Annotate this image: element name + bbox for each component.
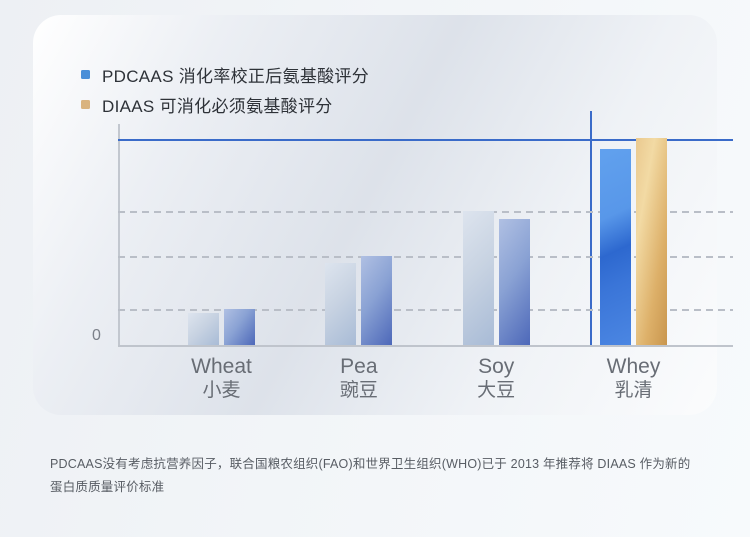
bar-group-pea (325, 256, 393, 345)
dashed-gridline (118, 256, 733, 259)
footnote: PDCAAS没有考虑抗营养因子，联合国粮农组织(FAO)和世界卫生组织(WHO)… (50, 457, 691, 494)
bar-pdcaas-wheat (188, 313, 219, 345)
bar-group-soy (462, 211, 530, 345)
legend-item-pdcaas: PDCAAS 消化率校正后氨基酸评分 (81, 59, 369, 89)
legend-item-diaas: DIAAS 可消化必须氨基酸评分 (81, 89, 369, 119)
category-label-zh: 小麦 (202, 380, 241, 402)
category-label-zh: 大豆 (477, 380, 516, 402)
bar-diaas-wheat (224, 309, 255, 345)
bar-pdcaas-whey (599, 149, 631, 345)
category-label-zh: 豌豆 (339, 380, 378, 402)
y-axis-zero-label: 0 (92, 327, 101, 344)
bar-pdcaas-pea (325, 263, 357, 345)
dashed-gridline (118, 211, 733, 213)
bar-group-whey (599, 138, 667, 345)
category-label-en: Pea (340, 355, 378, 378)
dashed-gridline (118, 308, 733, 311)
reference-line-100 (118, 139, 733, 141)
legend-label-diaas: DIAAS 可消化必须氨基酸评分 (102, 96, 333, 116)
category-label-zh: 乳清 (614, 380, 653, 402)
bar-diaas-whey (635, 138, 667, 345)
legend-marker-diaas (81, 99, 90, 109)
legend-marker-pdcaas (81, 69, 90, 79)
category-label-soy: Soy 大豆 (463, 355, 530, 403)
category-labels-row: Wheat 小麦 Pea 豌豆 Soy 大豆 Whey 乳清 (188, 355, 667, 403)
bar-pdcaas-soy (462, 211, 494, 345)
bar-diaas-soy (498, 219, 530, 345)
category-label-en: Whey (606, 355, 661, 378)
category-label-whey: Whey 乳清 (600, 355, 667, 403)
category-label-en: Wheat (191, 355, 252, 378)
plot-area: 0 Wheat 小麦 Pea 豌豆 Soy 大豆 Whey 乳清 (92, 111, 733, 401)
bar-diaas-pea (361, 256, 393, 345)
category-label-pea: Pea 豌豆 (325, 355, 392, 403)
chart-card: PDCAAS 消化率校正后氨基酸评分 DIAAS 可消化必须氨基酸评分 0 Whe… (33, 15, 733, 415)
legend-label-pdcaas: PDCAAS 消化率校正后氨基酸评分 (102, 66, 370, 86)
bars-row (188, 111, 667, 345)
x-axis-line (118, 345, 733, 347)
whey-highlight-vline (590, 111, 592, 345)
category-label-wheat: Wheat 小麦 (188, 355, 255, 403)
y-axis-line (118, 124, 120, 345)
chart-legend: PDCAAS 消化率校正后氨基酸评分 DIAAS 可消化必须氨基酸评分 (81, 59, 369, 119)
category-label-en: Soy (478, 355, 515, 378)
bar-group-wheat (188, 309, 255, 345)
